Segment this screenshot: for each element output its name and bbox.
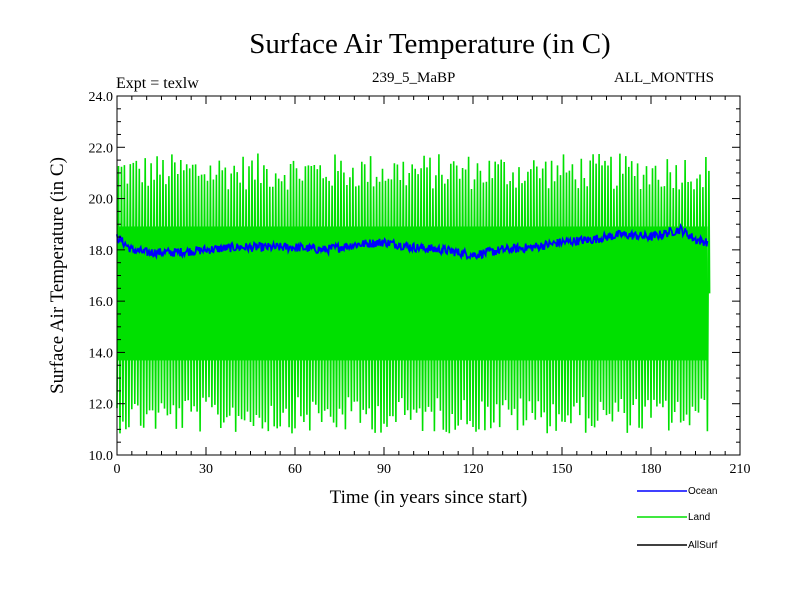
y-tick-label: 24.0 <box>89 90 114 105</box>
tick-layer: 0 30 60 90 120 150 180 210 10.0 12.0 14.0 16.0 18.0 2… <box>89 90 751 477</box>
x-tick-label: 90 <box>377 462 391 477</box>
y-tick-label: 16.0 <box>89 295 114 310</box>
x-tick-label: 60 <box>288 462 302 477</box>
y-axis-label: Surface Air Temperature (in C) <box>47 157 68 394</box>
y-tick-label: 10.0 <box>89 449 114 464</box>
y-tick-label: 20.0 <box>89 193 114 208</box>
x-tick-label: 30 <box>199 462 213 477</box>
legend-label-allsurf: AllSurf <box>688 540 718 551</box>
y-tick-label: 22.0 <box>89 141 114 156</box>
chart-subtitle: 239_5_MaBP <box>372 70 456 86</box>
y-tick-label: 12.0 <box>89 398 114 413</box>
experiment-label: Expt = texlw <box>116 75 199 92</box>
x-tick-label: 0 <box>114 462 121 477</box>
series-line-ocean <box>116 223 709 261</box>
months-label: ALL_MONTHS <box>614 70 714 86</box>
legend-label-ocean: Ocean <box>688 486 717 497</box>
series-layer <box>116 153 711 434</box>
x-axis-label: Time (in years since start) <box>330 487 528 508</box>
legend: Ocean Land AllSurf <box>637 486 718 551</box>
chart-title: Surface Air Temperature (in C) <box>249 28 611 60</box>
x-tick-label: 210 <box>730 462 751 477</box>
x-tick-label: 120 <box>463 462 484 477</box>
legend-label-land: Land <box>688 512 710 523</box>
y-tick-label: 14.0 <box>89 346 114 361</box>
x-tick-label: 180 <box>641 462 662 477</box>
y-tick-label: 18.0 <box>89 244 114 259</box>
x-tick-label: 150 <box>552 462 573 477</box>
